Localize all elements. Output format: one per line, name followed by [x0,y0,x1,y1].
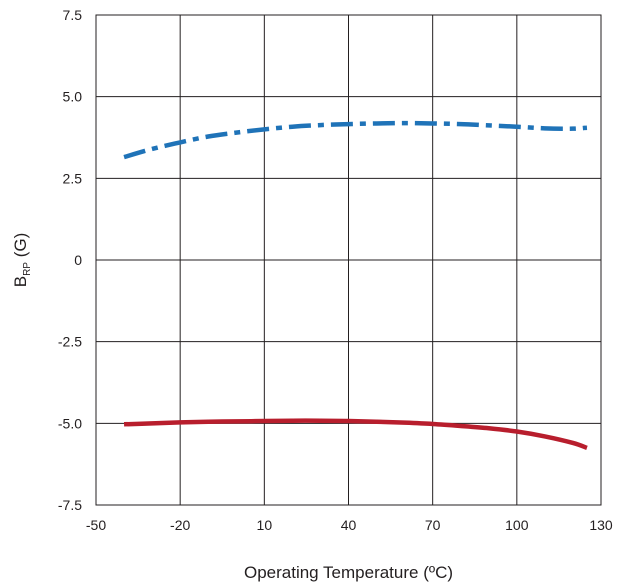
y-tick-label: -7.5 [58,497,82,513]
x-tick-label: -50 [86,517,106,533]
y-tick-label: 2.5 [63,170,83,186]
series-layer [123,120,588,450]
y-axis-label-subscript: RP [22,262,33,276]
x-axis-label: Operating Temperature (ºC) [244,563,453,582]
y-tick-label: -2.5 [58,334,82,350]
y-tick-label: 0 [74,252,82,268]
y-tick-label: 5.0 [63,89,83,105]
series-line-2 [123,418,588,450]
x-tick-label: 130 [589,517,613,533]
y-axis-label-main: B [11,276,30,287]
y-tick-label: -5.0 [58,415,82,431]
y-tick-labels: 7.5 5.0 2.5 0 -2.5 -5.0 -7.5 [58,7,82,513]
plot-frame [95,14,602,506]
x-tick-label: 10 [257,517,273,533]
x-tick-label: 70 [425,517,441,533]
x-tick-label: 40 [341,517,357,533]
series-line-1 [123,120,588,160]
x-tick-label: -20 [170,517,190,533]
y-axis-label: BRP (G) [11,233,33,288]
x-tick-label: 100 [505,517,529,533]
y-tick-label: 7.5 [63,7,83,23]
x-tick-labels: -50 -20 10 40 70 100 130 [86,517,613,533]
grid [96,15,601,505]
y-axis-label-suffix: (G) [11,233,30,262]
